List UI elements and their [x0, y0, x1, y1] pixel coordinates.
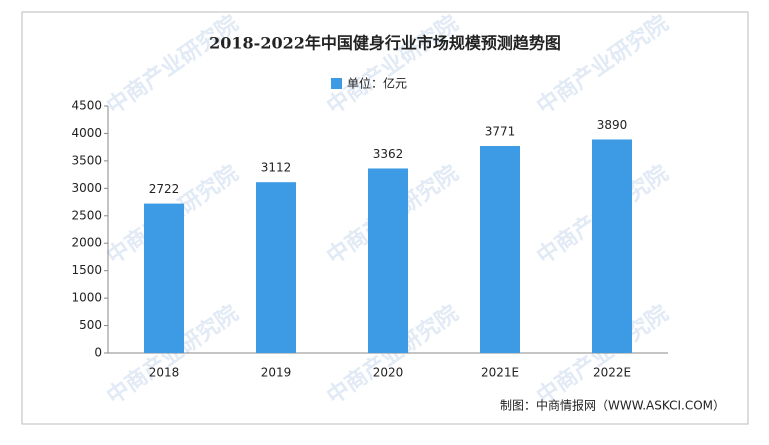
x-tick-label: 2022E [593, 366, 631, 380]
bar [480, 146, 520, 353]
bar [144, 203, 184, 353]
bar [592, 139, 632, 353]
y-tick-label: 0 [94, 346, 102, 360]
legend-label: 单位：亿元 [347, 76, 407, 91]
data-label: 2722 [149, 182, 180, 196]
chart-title: 2018-2022年中国健身行业市场规模预测趋势图 [209, 34, 561, 53]
data-label: 3362 [373, 147, 404, 161]
x-tick-label: 2021E [481, 366, 519, 380]
data-label: 3890 [597, 118, 628, 132]
y-tick-label: 3000 [71, 181, 102, 195]
data-label: 3112 [261, 161, 292, 175]
data-label: 3771 [485, 125, 516, 139]
y-tick-label: 500 [79, 318, 102, 332]
bar [368, 168, 408, 353]
x-tick-label: 2018 [149, 366, 180, 380]
source-note: 制图：中商情报网（WWW.ASKCI.COM） [500, 398, 725, 413]
x-tick-label: 2020 [373, 366, 404, 380]
y-tick-label: 3500 [71, 153, 102, 167]
y-tick-label: 4500 [71, 99, 102, 113]
bar [256, 182, 296, 353]
y-tick-label: 2000 [71, 236, 102, 250]
y-tick-label: 1000 [71, 291, 102, 305]
y-tick-label: 4000 [71, 126, 102, 140]
legend-swatch [331, 78, 342, 89]
y-tick-label: 2500 [71, 208, 102, 222]
y-tick-label: 1500 [71, 263, 102, 277]
x-tick-label: 2019 [261, 366, 292, 380]
